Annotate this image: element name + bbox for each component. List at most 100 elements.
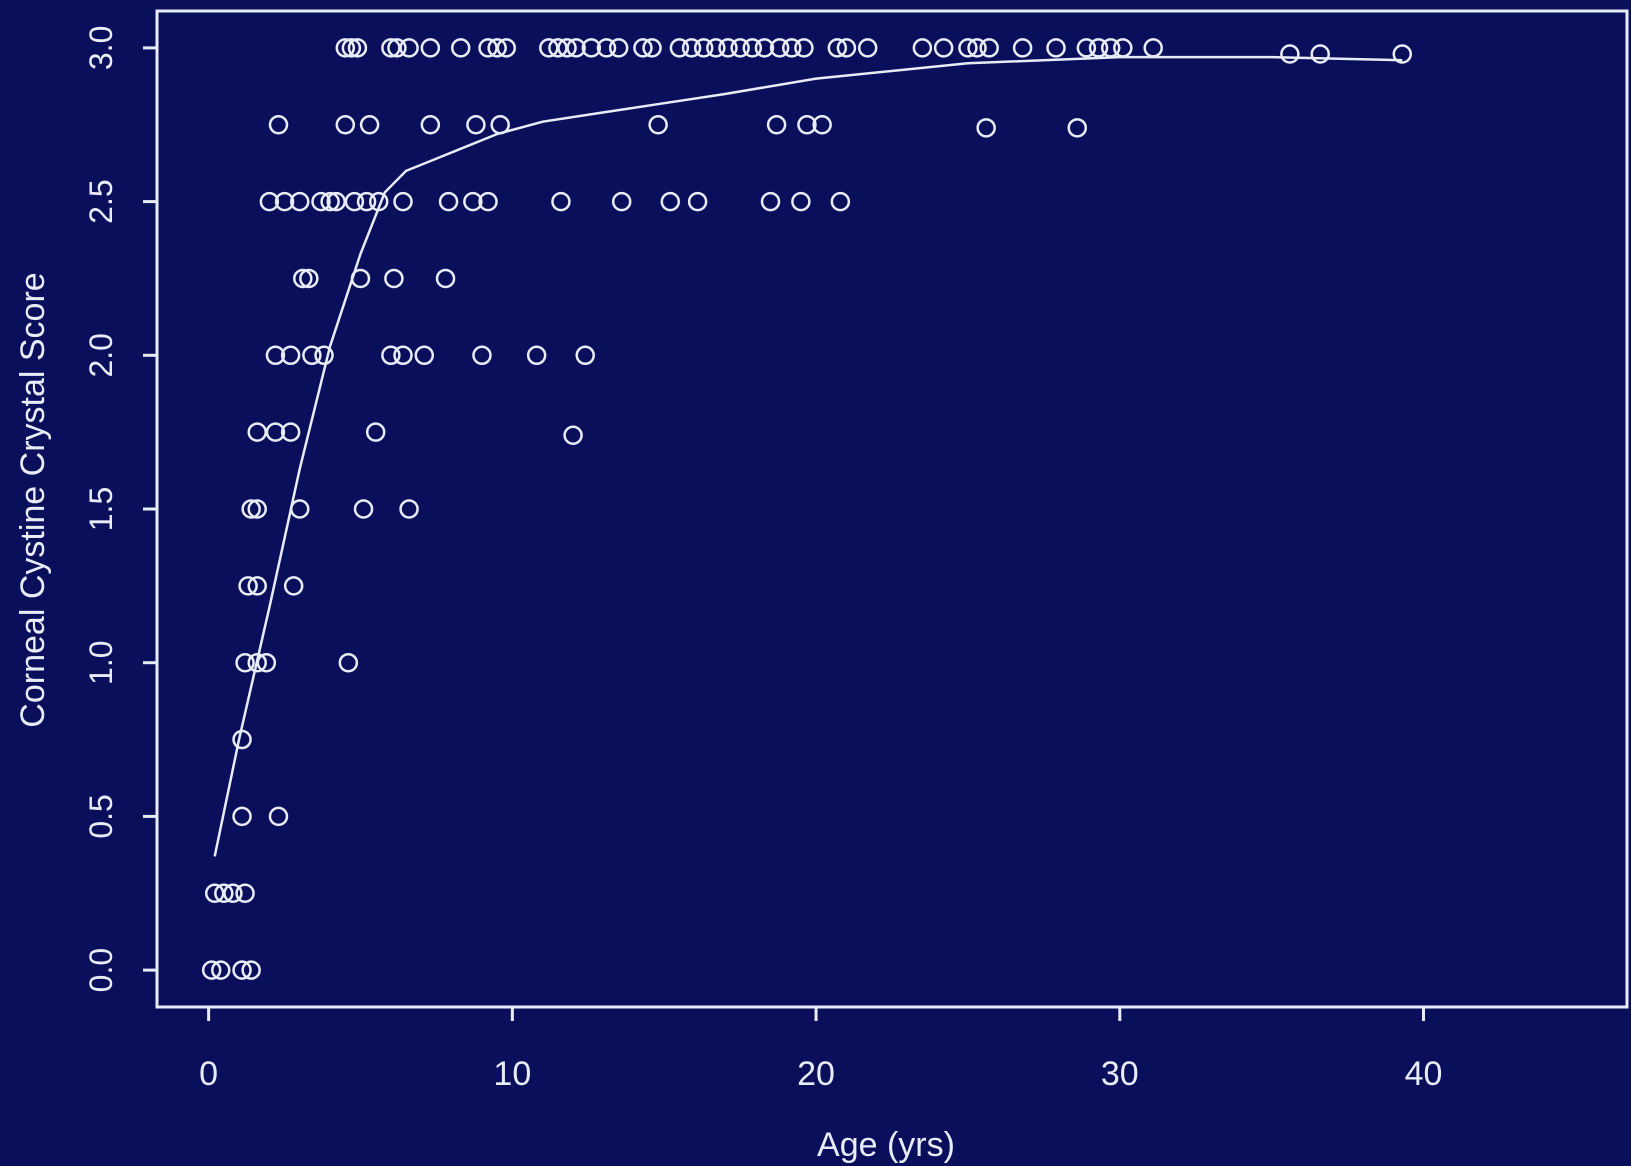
plot-frame — [155, 9, 1629, 1009]
data-point — [335, 38, 356, 58]
data-point — [293, 268, 313, 289]
data-point — [241, 960, 261, 980]
data-point — [247, 422, 267, 442]
data-point — [368, 191, 389, 212]
data-point — [211, 960, 231, 980]
data-point — [693, 38, 714, 58]
data-point — [812, 114, 832, 135]
data-point — [241, 499, 261, 519]
smoothing-curve — [213, 55, 1403, 857]
x-tick-label: 0 — [199, 1055, 218, 1093]
data-point — [466, 114, 486, 135]
data-point — [420, 114, 441, 135]
data-point — [311, 191, 331, 212]
data-point — [235, 652, 255, 673]
y-tick-label: 0.5 — [83, 794, 119, 838]
data-point — [551, 191, 571, 212]
data-point — [274, 191, 295, 212]
y-tick-label: 2.0 — [83, 333, 119, 377]
x-tick-label: 30 — [1101, 1055, 1139, 1093]
data-point — [1113, 38, 1133, 58]
data-point — [827, 38, 848, 58]
data-point — [299, 268, 319, 289]
x-tick-label: 20 — [797, 1055, 835, 1093]
data-point — [1067, 118, 1088, 138]
data-point — [247, 652, 267, 673]
data-point — [526, 345, 547, 366]
data-point — [857, 38, 878, 58]
data-point — [265, 422, 286, 442]
data-points — [201, 38, 1412, 980]
data-point — [320, 191, 340, 212]
data-point — [232, 806, 252, 827]
y-tick-label: 0.0 — [83, 948, 119, 992]
data-point — [1100, 38, 1121, 58]
data-point — [247, 499, 267, 519]
data-point — [265, 345, 286, 366]
data-point — [256, 652, 277, 673]
data-point — [384, 268, 404, 289]
y-axis-label: Corneal Cystine Crystal Score — [14, 272, 52, 727]
data-point — [754, 38, 775, 58]
data-point — [247, 576, 267, 596]
data-point — [280, 422, 301, 442]
y-tick-label: 1.5 — [83, 487, 119, 531]
data-point — [335, 114, 356, 135]
data-point — [730, 38, 750, 58]
data-point — [259, 191, 280, 212]
data-point — [438, 191, 459, 212]
data-point — [1088, 38, 1109, 58]
x-axis: 0 10 20 30 40 — [199, 1007, 1442, 1093]
data-point — [280, 345, 301, 366]
data-point — [611, 191, 632, 212]
data-point — [435, 268, 456, 289]
data-point — [487, 38, 507, 58]
x-tick-label: 10 — [493, 1055, 531, 1093]
data-point — [769, 38, 790, 58]
data-point — [608, 38, 629, 58]
data-point — [414, 345, 435, 366]
data-point — [933, 38, 954, 58]
data-point — [1076, 38, 1097, 58]
data-point — [450, 38, 471, 58]
data-point — [1310, 44, 1330, 64]
data-point — [490, 114, 510, 135]
data-point — [830, 191, 851, 212]
data-point — [201, 960, 222, 980]
data-point — [314, 345, 334, 366]
data-point — [463, 191, 483, 212]
data-point — [268, 806, 289, 827]
data-point — [387, 38, 407, 58]
x-axis-label: Age (yrs) — [817, 1126, 955, 1164]
data-point — [563, 425, 583, 445]
data-point — [1046, 38, 1066, 58]
data-point — [399, 38, 419, 58]
data-point — [718, 38, 738, 58]
data-point — [681, 38, 702, 58]
data-point — [393, 345, 413, 366]
data-point — [706, 38, 726, 58]
data-point — [958, 38, 978, 58]
data-point — [760, 191, 781, 212]
data-point — [1012, 38, 1033, 58]
data-point — [232, 960, 252, 980]
data-point — [660, 191, 681, 212]
data-point — [782, 38, 802, 58]
data-point — [359, 114, 380, 135]
y-tick-label: 1.0 — [83, 640, 119, 684]
x-tick-label: 40 — [1405, 1055, 1443, 1093]
data-point — [399, 499, 419, 519]
data-point — [687, 191, 708, 212]
data-point — [1143, 38, 1163, 58]
data-point — [1392, 44, 1412, 64]
y-axis: 0.0 0.5 1.0 1.5 2.0 2.5 3.0 — [83, 26, 157, 992]
data-point — [338, 652, 359, 673]
data-point — [669, 38, 690, 58]
data-point — [381, 345, 401, 366]
data-point — [214, 883, 234, 904]
data-point — [350, 268, 371, 289]
data-point — [581, 38, 602, 58]
data-point — [420, 38, 441, 58]
data-point — [302, 345, 322, 366]
